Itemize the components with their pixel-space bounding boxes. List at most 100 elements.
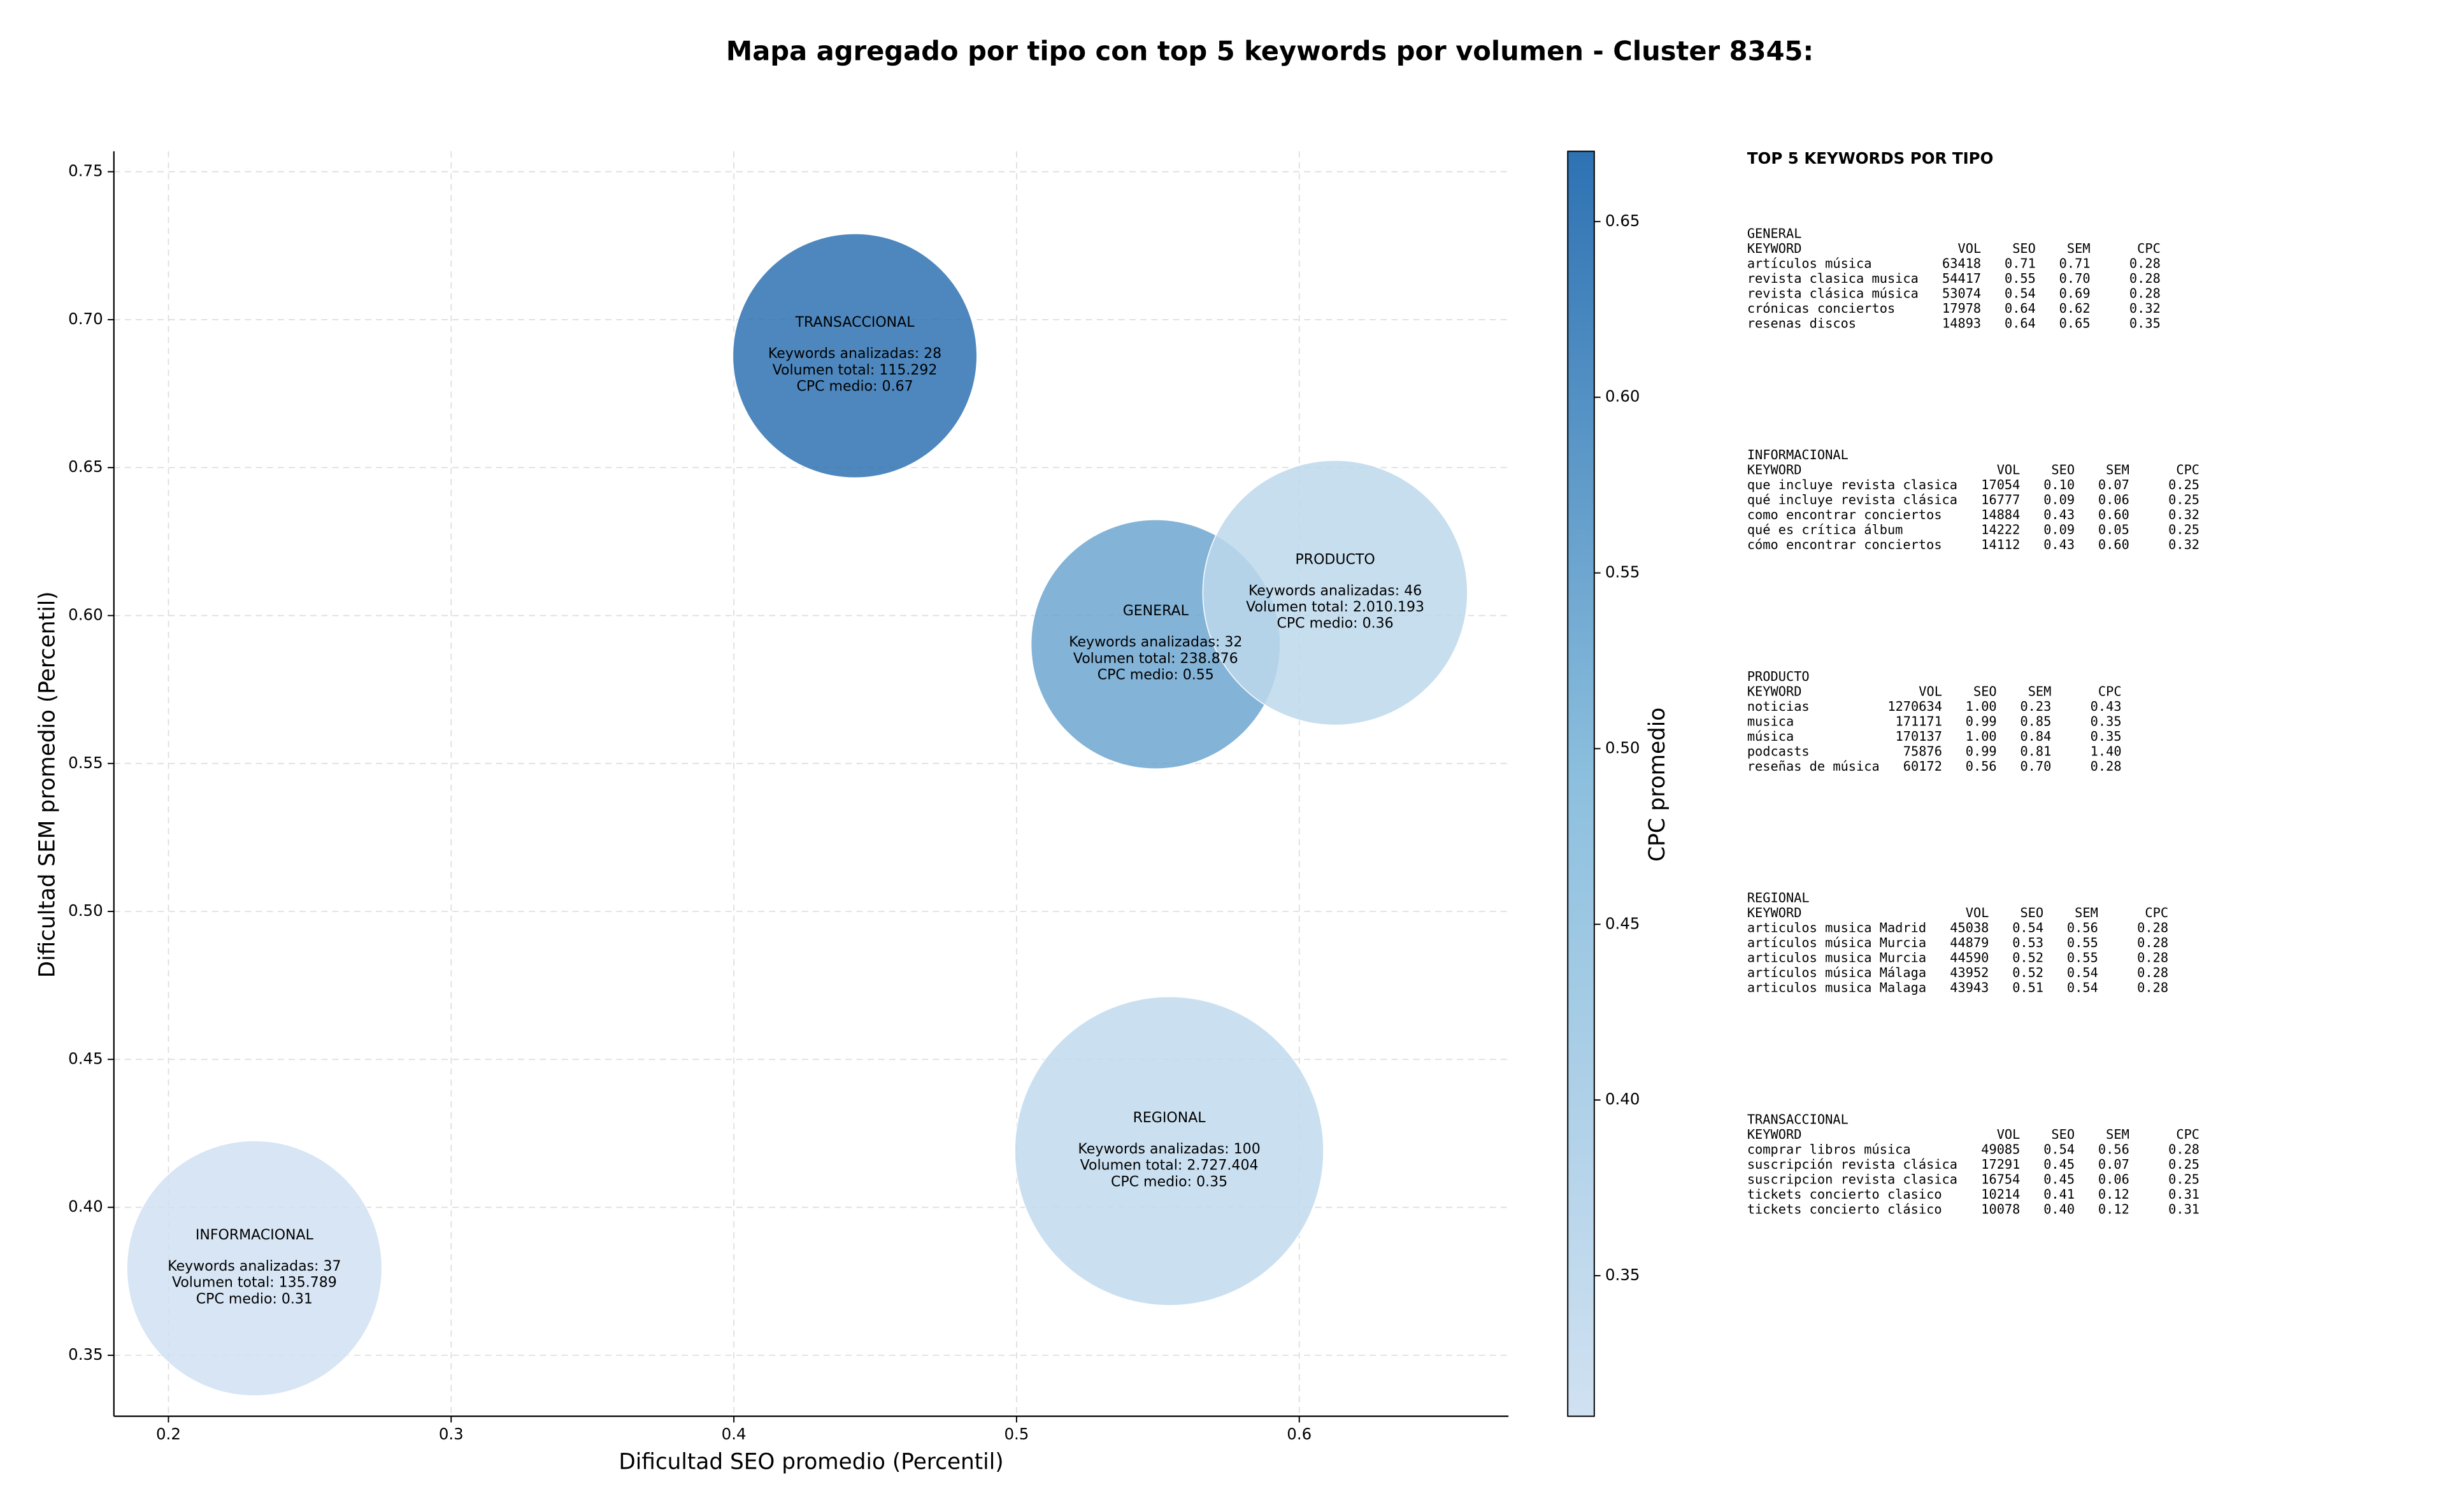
table-cell: 0.28: [2129, 271, 2161, 286]
table-cell: 0.84: [2020, 729, 2051, 744]
group-title: PRODUCTO: [1747, 669, 1810, 684]
table-cell: 0.06: [2098, 1171, 2129, 1187]
table-cell: 14112: [1981, 537, 2020, 552]
table-cell: 16754: [1981, 1171, 2020, 1187]
table-cell: 0.62: [2059, 301, 2091, 316]
table-header: KEYWORD: [1747, 462, 1802, 478]
table-cell: qué incluye revista clásica: [1747, 492, 1957, 508]
table-header: VOL: [1997, 462, 2020, 478]
table-cell: suscripción revista clásica: [1747, 1157, 1957, 1172]
table-header: VOL: [1957, 241, 1981, 256]
table-cell: 0.25: [2168, 522, 2199, 538]
table-cell: 0.99: [1966, 713, 1997, 729]
table-cell: 17978: [1942, 301, 1981, 316]
table-cell: 0.12: [2098, 1201, 2129, 1216]
table-cell: 0.31: [2168, 1201, 2199, 1216]
y-tick-label: 0.75: [68, 162, 103, 180]
table-cell: 0.55: [2067, 935, 2098, 950]
table-cell: 0.54: [2012, 920, 2043, 936]
table-cell: 0.45: [2043, 1171, 2075, 1187]
table-cell: 1.00: [1966, 729, 1997, 744]
table-header: CPC: [2176, 462, 2199, 478]
table-cell: 0.54: [2067, 980, 2098, 995]
bubble-name: TRANSACCIONAL: [795, 315, 915, 331]
table-cell: artículos música Málaga: [1747, 965, 1926, 980]
table-cell: 14893: [1942, 315, 1981, 331]
bubble-label: CPC medio: 0.31: [196, 1291, 313, 1307]
table-header: SEO: [2051, 462, 2075, 478]
table-cell: 0.32: [2168, 507, 2199, 522]
bubble-label: Volumen total: 135.789: [172, 1275, 337, 1291]
table-header: SEM: [2075, 905, 2098, 920]
table-cell: 0.23: [2020, 699, 2051, 714]
table-cell: 0.43: [2043, 507, 2075, 522]
table-cell: 0.28: [2137, 980, 2168, 995]
table-cell: 10214: [1981, 1187, 2020, 1202]
colorbar-tick-label: 0.55: [1605, 563, 1640, 581]
table-cell: 0.40: [2043, 1201, 2075, 1216]
table-cell: 0.35: [2129, 315, 2161, 331]
y-tick-label: 0.35: [68, 1345, 103, 1364]
table-cell: 0.09: [2043, 522, 2075, 538]
table-cell: 0.85: [2020, 713, 2051, 729]
table-header: SEM: [2106, 1127, 2129, 1142]
table-header: SEO: [2051, 1127, 2075, 1142]
colorbar-label: CPC promedio: [1645, 708, 1670, 862]
table-cell: 0.35: [2091, 713, 2122, 729]
table-cell: 0.99: [1966, 743, 1997, 759]
table-cell: 0.28: [2168, 1141, 2199, 1157]
bubble-label: Volumen total: 115.292: [773, 362, 938, 378]
table-header: SEM: [2067, 241, 2091, 256]
table-cell: resenas discos: [1747, 315, 1856, 331]
table-cell: revista clásica música: [1747, 285, 1919, 301]
table-cell: 0.51: [2012, 980, 2043, 995]
table-header: CPC: [2137, 241, 2161, 256]
colorbar-tick-label: 0.60: [1605, 387, 1640, 406]
table-cell: tickets concierto clásico: [1747, 1201, 1942, 1216]
y-tick-label: 0.70: [68, 310, 103, 328]
y-tick-label: 0.40: [68, 1197, 103, 1216]
table-cell: 14222: [1981, 522, 2020, 538]
table-cell: revista clasica musica: [1747, 271, 1919, 286]
table-cell: 0.09: [2043, 492, 2075, 508]
x-tick-label: 0.4: [722, 1425, 747, 1443]
table-cell: 0.81: [2020, 743, 2051, 759]
table-cell: 0.07: [2098, 477, 2129, 492]
table-cell: 1.00: [1966, 699, 1997, 714]
colorbar-tick-label: 0.35: [1605, 1266, 1640, 1284]
table-header: SEO: [1973, 683, 1997, 699]
table-header: KEYWORD: [1747, 683, 1802, 699]
table-cell: 1.40: [2091, 743, 2122, 759]
table-cell: 0.32: [2168, 537, 2199, 552]
table-cell: noticias: [1747, 699, 1810, 714]
table-cell: crónicas conciertos: [1747, 301, 1895, 316]
group-title: GENERAL: [1747, 225, 1802, 241]
x-axis-label: Dificultad SEO promedio (Percentil): [619, 1450, 1003, 1475]
table-cell: 14884: [1981, 507, 2020, 522]
table-cell: 0.05: [2098, 522, 2129, 538]
table-cell: 54417: [1942, 271, 1981, 286]
table-cell: 0.41: [2043, 1187, 2075, 1202]
colorbar-tick-label: 0.40: [1605, 1090, 1640, 1108]
colorbar-tick-label: 0.50: [1605, 738, 1640, 757]
table-cell: música: [1747, 729, 1794, 744]
table-cell: 0.65: [2059, 315, 2091, 331]
x-tick-label: 0.2: [156, 1425, 181, 1443]
table-cell: 0.52: [2012, 950, 2043, 966]
colorbar-tick-label: 0.65: [1605, 211, 1640, 230]
table-cell: 43943: [1950, 980, 1989, 995]
y-tick-label: 0.55: [68, 753, 103, 772]
table-cell: 0.10: [2043, 477, 2075, 492]
table-cell: qué es crítica álbum: [1747, 522, 1903, 538]
bubble: [126, 1140, 383, 1397]
table-cell: 0.28: [2137, 935, 2168, 950]
table-cell: que incluye revista clasica: [1747, 477, 1957, 492]
table-cell: 0.12: [2098, 1187, 2129, 1202]
table-cell: 60172: [1903, 759, 1942, 774]
table-cell: 0.28: [2137, 950, 2168, 966]
table-cell: 0.43: [2091, 699, 2122, 714]
table-cell: suscripcion revista clasica: [1747, 1171, 1957, 1187]
table-header: SEO: [2012, 241, 2036, 256]
table-header: CPC: [2098, 683, 2122, 699]
table-cell: 0.56: [2067, 920, 2098, 936]
